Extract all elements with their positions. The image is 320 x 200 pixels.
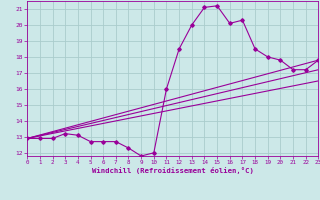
X-axis label: Windchill (Refroidissement éolien,°C): Windchill (Refroidissement éolien,°C)	[92, 167, 254, 174]
